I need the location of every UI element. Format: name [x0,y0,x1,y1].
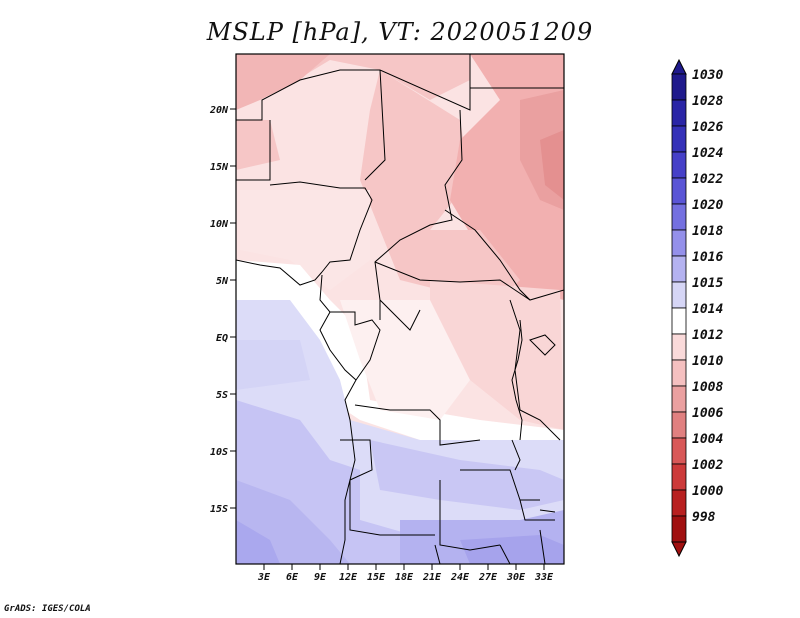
colorbar-label: 1002 [692,458,723,473]
colorbar-swatch [671,333,687,361]
pressure-field [236,54,564,564]
lat-label-15s: 15S [210,504,228,515]
lat-label-20n: 20N [209,105,229,116]
lon-label-6e: 6E [286,572,299,583]
colorbar-label: 1015 [692,276,723,291]
lon-label-3e: 3E [257,572,271,583]
lat-label-10s: 10S [210,447,228,458]
colorbar-swatch [671,177,687,205]
colorbar-swatch [671,463,687,491]
colorbar-label: 1012 [692,328,723,343]
colorbar-label: 1022 [692,172,723,187]
colorbar-swatch [671,203,687,231]
colorbar-label: 1008 [692,380,723,395]
lat-label-5n: 5N [216,276,229,287]
colorbar-label: 1014 [692,302,723,317]
colorbar-label: 1016 [692,250,723,265]
colorbar-swatch [671,437,687,465]
colorbar: 1030 1028 1026 1024 1022 1020 1018 1016 1015 1014… [671,58,723,558]
map-frame [235,53,565,565]
colorbar-swatch [671,515,687,543]
colorbar-label: 1030 [692,68,723,83]
colorbar-label: 1010 [692,354,723,369]
colorbar-label: 1018 [692,224,723,239]
colorbar-swatch [671,255,687,283]
colorbar-swatch [671,125,687,153]
lon-label-24e: 24E [450,572,470,583]
colorbar-swatch [671,281,687,309]
lon-label-30e: 30E [506,572,526,583]
lon-axis [263,564,545,570]
colorbar-swatch [671,489,687,517]
colorbar-swatch [671,411,687,439]
lon-label-12e: 12E [339,572,358,583]
colorbar-label: 1024 [692,146,723,161]
map-title: MSLP [hPa], VT: 2020051209 [206,18,594,46]
colorbar-swatch [671,73,687,101]
lat-axis [230,108,236,509]
colorbar-label: 1028 [692,94,723,109]
grads-credit: GrADS: IGES/COLA [4,604,91,614]
colorbar-swatch [671,385,687,413]
colorbar-swatch [671,99,687,127]
lat-label-eq: EQ [216,333,228,344]
colorbar-label: 1000 [692,484,723,499]
colorbar-swatch [671,359,687,387]
colorbar-label: 1020 [692,198,723,213]
lat-label-5s: 5S [216,390,228,401]
colorbar-swatch [671,229,687,257]
colorbar-arrow-bottom [671,541,687,558]
colorbar-swatch [671,151,687,179]
lon-label-9e: 9E [314,572,327,583]
lat-label-10n: 10N [210,219,229,230]
lon-label-21e: 21E [422,572,442,583]
lon-label-33e: 33E [534,572,554,583]
colorbar-label: 998 [692,510,716,525]
colorbar-arrow-top [671,58,687,75]
colorbar-label: 1006 [692,406,723,421]
lon-label-27e: 27E [478,572,498,583]
colorbar-label: 1026 [692,120,723,135]
country-borders [236,54,564,564]
lon-label-18e: 18E [395,572,414,583]
colorbar-label: 1004 [692,432,723,447]
colorbar-swatch [671,307,687,335]
lat-label-15n: 15N [210,162,229,173]
lon-label-15e: 15E [367,572,386,583]
